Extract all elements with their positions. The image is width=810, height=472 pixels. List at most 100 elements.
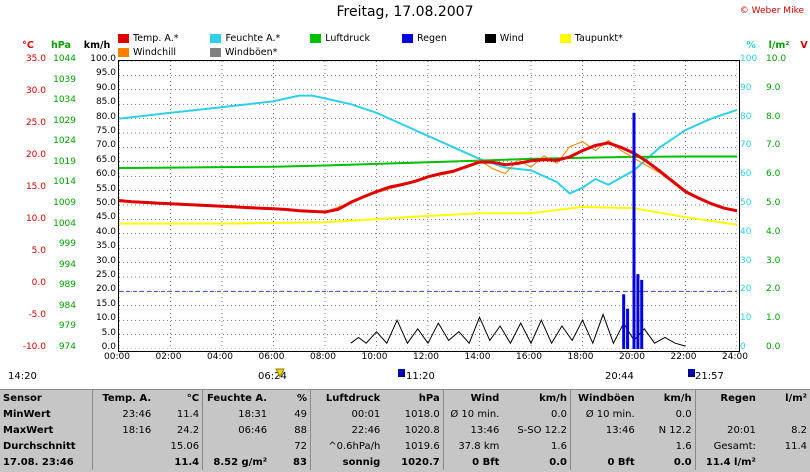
x-tick-label: 18:00 [567,352,594,362]
axis-tick: 85.0 [95,97,116,108]
marker1-label: 11:20 [406,371,435,382]
legend-label: Temp. A.* [133,32,179,44]
table-header-cell: Luftdruck [309,390,384,406]
axis-tick: 999 [58,239,76,250]
axis-tick: 994 [58,259,76,270]
legend-label: Wind [499,32,524,44]
axis-tick: 25.0 [95,270,116,280]
axis-tick: 989 [58,280,76,291]
table-cell: 37.8 km [442,438,503,454]
axis-tick: -10.0 [22,342,46,352]
axis-tick: 1029 [53,115,76,126]
table-cell: 1.6 [551,440,567,452]
table-header-cell: km/h [539,392,567,404]
legend-label: Taupunkt* [574,32,623,44]
page-title: Freitag, 17.08.2007 [336,4,474,20]
axis-tick: 80.0 [95,111,116,122]
axis-tick: 40.0 [95,226,116,237]
legend-item-windchill: Windchill [118,47,176,58]
table-cell: 18:16 [91,422,155,438]
axis-header-hpa: hPa [51,40,71,51]
plot-area [118,60,740,352]
axis-tick: 65.0 [95,154,116,165]
axis-header-kmh: km/h [83,40,111,51]
legend-item-gusts: Windböen* [210,47,277,58]
axis-tick: 10 [740,313,752,324]
table-cell: 22:46 [309,422,384,438]
axis-tick: 20.0 [25,150,46,160]
table-header-cell: Feuchte A. [202,390,271,406]
table-cell: 8.2 [791,424,807,436]
axis-tick: 0.0 [101,342,116,352]
table-header-cell: l/m² [785,392,807,404]
legend-swatch-icon [210,33,222,43]
marker-icons [275,368,695,379]
table-cell: 20:01 [694,422,759,438]
time-left-label: 14:20 [8,371,37,382]
table-cell: 00:01 [309,406,384,422]
axis-tick: 80 [740,111,752,122]
axis-tick: 1034 [53,95,76,106]
axis-tick: 15.0 [25,182,46,192]
table-cell: 13:46 [442,422,503,438]
x-tick-label: 20:00 [619,352,645,362]
axis-tick: -5.0 [28,310,46,320]
legend-label: Windchill [133,46,177,58]
table-cell: N 12.2 [658,424,692,436]
table-header-cell: hPa [418,392,440,404]
axis-tick: 70.0 [95,140,116,151]
table-cell: 11.4 l/m² [694,454,759,470]
axis-tick: 6.0 [766,169,781,180]
axis-tick: 35.0 [25,54,46,64]
axis-tick: 10.0 [25,214,46,224]
legend-swatch-icon [210,47,222,57]
table-cell: 17.08. 23:46 [3,456,74,468]
table-header-cell: Temp. A. [91,390,155,406]
marker3-label: 21:57 [695,371,724,382]
axis-tick: 30.0 [25,86,46,96]
table-cell: 0 Bft [442,454,503,470]
table-cell: 1020.8 [404,424,440,436]
table-cell [91,438,155,454]
table-cell: 18:31 [202,406,271,422]
axis-tick: 7.0 [766,140,781,151]
axis-tick: 1019 [53,156,76,167]
axis-tick: 1009 [53,198,76,208]
table-cell: 8.52 g/m² [202,454,271,470]
legend-swatch-icon [559,33,571,43]
x-tick-label: 08:00 [310,352,336,362]
legend-item-wind: Wind [484,32,524,44]
axis-tick: 10.0 [766,54,787,64]
axis-tick: 25.0 [25,118,46,128]
axis-tick: 55.0 [95,183,116,194]
table-cell: Ø 10 min. [569,406,638,422]
table-cell [91,454,155,470]
axis-header-volt: V [800,40,808,51]
axis-tick: 9.0 [766,82,781,93]
axis-tick: 5.0 [101,327,116,338]
axis-tick: 0.0 [766,342,781,352]
axis-header-celsius: °C [22,40,34,51]
table-cell: 49 [294,408,307,420]
x-tick-label: 02:00 [155,352,182,362]
axis-tick: 979 [58,321,76,332]
axis-tick: 30.0 [95,255,116,266]
table-cell: Ø 10 min. [442,406,503,422]
table-header-cell: °C [186,392,200,404]
table-cell [759,454,810,470]
axis-tick: 8.0 [766,111,781,122]
x-tick-label: 12:00 [413,352,439,362]
table-cell: 1.6 [675,440,692,452]
table-header-cell: Wind [442,390,503,406]
table-cell: 15.06 [170,440,200,452]
table-cell [569,438,638,454]
legend-label: Regen [416,32,447,44]
axis-tick: 45.0 [95,212,116,223]
table-cell: 1018.0 [404,408,440,420]
table-cell: 88 [294,424,307,436]
axis-tick: 0 [740,342,746,352]
table-header-cell: km/h [663,392,692,404]
table-cell: 1019.6 [404,440,440,452]
axis-tick: 95.0 [95,68,116,79]
table-cell: 13:46 [569,422,638,438]
